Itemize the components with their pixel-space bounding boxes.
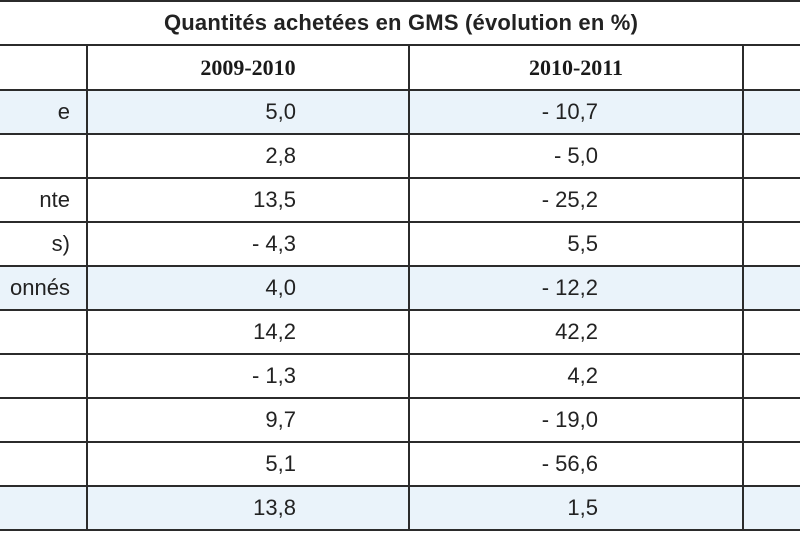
table-row: s) - 4,3 5,5 bbox=[0, 221, 800, 267]
table-row: - 1,3 4,2 bbox=[0, 353, 800, 399]
row-value-extra bbox=[741, 353, 800, 399]
table-row: 5,1- 56,6 bbox=[0, 441, 800, 487]
row-value-2009-2010: 5,1 bbox=[86, 441, 410, 487]
row-value-2009-2010: 2,8 bbox=[86, 133, 410, 179]
row-value-2010-2011: 42,2 bbox=[408, 309, 744, 355]
row-value-2009-2010: 13,8 bbox=[86, 485, 410, 531]
row-value-2009-2010: 5,0 bbox=[86, 89, 410, 135]
table-row: 9,7- 19,0 bbox=[0, 397, 800, 443]
column-header-2009-2010: 2009-2010 bbox=[86, 44, 410, 91]
row-value-2009-2010: 13,5 bbox=[86, 177, 410, 223]
column-header-label bbox=[0, 44, 88, 91]
row-value-extra bbox=[741, 397, 800, 443]
row-label bbox=[0, 397, 88, 443]
row-label: e bbox=[0, 89, 88, 135]
row-label: s) bbox=[0, 221, 88, 267]
table-row: nte 13,5- 25,2 bbox=[0, 177, 800, 223]
column-header-extra bbox=[741, 44, 800, 91]
row-value-2010-2011: - 56,6 bbox=[408, 441, 744, 487]
row-label bbox=[0, 133, 88, 179]
row-value-2010-2011: - 19,0 bbox=[408, 397, 744, 443]
row-value-2010-2011: - 5,0 bbox=[408, 133, 744, 179]
table-header-row: 2009-2010 2010-2011 bbox=[0, 44, 800, 91]
table-body: e 5,0- 10,7 2,8- 5,0 nte 13,5- 25,2 s) - 4,3 5,… bbox=[0, 89, 800, 531]
row-label bbox=[0, 441, 88, 487]
row-label: nte bbox=[0, 177, 88, 223]
row-value-2009-2010: - 4,3 bbox=[86, 221, 410, 267]
row-value-2009-2010: 4,0 bbox=[86, 265, 410, 311]
row-value-2010-2011: 1,5 bbox=[408, 485, 744, 531]
row-value-extra bbox=[741, 485, 800, 531]
row-value-2010-2011: - 10,7 bbox=[408, 89, 744, 135]
row-value-2009-2010: 9,7 bbox=[86, 397, 410, 443]
row-value-2009-2010: 14,2 bbox=[86, 309, 410, 355]
row-value-extra bbox=[741, 89, 800, 135]
row-label bbox=[0, 353, 88, 399]
table-title: Quantités achetées en GMS (évolution en … bbox=[0, 0, 800, 46]
row-value-2010-2011: - 25,2 bbox=[408, 177, 744, 223]
row-value-extra bbox=[741, 177, 800, 223]
row-value-extra bbox=[741, 133, 800, 179]
table-row: e 5,0- 10,7 bbox=[0, 89, 800, 135]
row-value-extra bbox=[741, 265, 800, 311]
row-label bbox=[0, 485, 88, 531]
table-row: 14,2 42,2 bbox=[0, 309, 800, 355]
row-value-extra bbox=[741, 309, 800, 355]
table-row: 13,8 1,5 bbox=[0, 485, 800, 531]
row-value-2010-2011: 4,2 bbox=[408, 353, 744, 399]
table-row: 2,8- 5,0 bbox=[0, 133, 800, 179]
table-row: onnés 4,0- 12,2 bbox=[0, 265, 800, 311]
row-value-2010-2011: 5,5 bbox=[408, 221, 744, 267]
table-title-row: Quantités achetées en GMS (évolution en … bbox=[0, 0, 800, 46]
row-value-extra bbox=[741, 441, 800, 487]
row-value-2009-2010: - 1,3 bbox=[86, 353, 410, 399]
row-label bbox=[0, 309, 88, 355]
row-label: onnés bbox=[0, 265, 88, 311]
purchases-table: Quantités achetées en GMS (évolution en … bbox=[0, 0, 800, 531]
column-header-2010-2011: 2010-2011 bbox=[408, 44, 744, 91]
row-value-2010-2011: - 12,2 bbox=[408, 265, 744, 311]
row-value-extra bbox=[741, 221, 800, 267]
